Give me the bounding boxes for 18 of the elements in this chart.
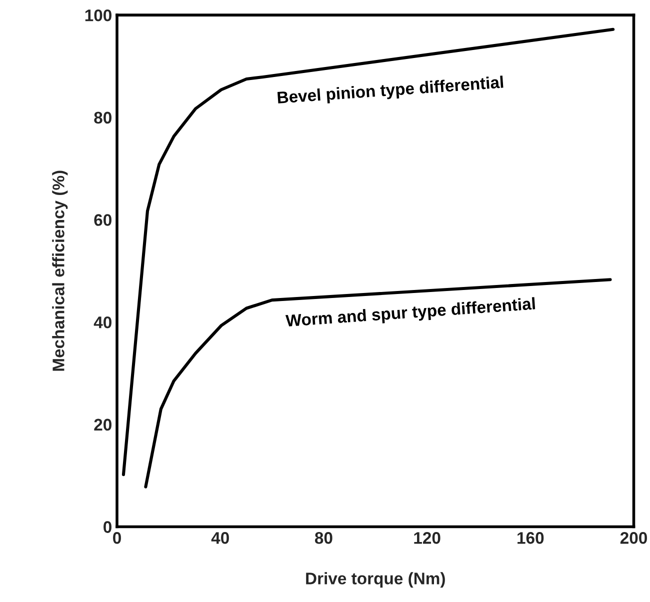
line-series <box>122 28 615 476</box>
y-tick-label: 20 <box>94 418 112 431</box>
x-tick-label: 40 <box>211 532 229 544</box>
y-tick-label: 100 <box>85 9 112 22</box>
line-series <box>144 278 612 488</box>
x-tick-label: 200 <box>620 532 647 544</box>
x-tick-label: 0 <box>113 532 121 544</box>
x-tick-label: 160 <box>518 532 544 544</box>
x-axis-title: Drive torque (Nm) <box>306 572 445 588</box>
series-label: Bevel pinion type differential <box>277 76 504 107</box>
y-tick-label: 60 <box>94 214 112 226</box>
y-tick-label: 40 <box>94 316 112 328</box>
x-tick-label: 80 <box>314 532 332 544</box>
y-axis-title: Mechanical efficiency (%) <box>52 170 68 371</box>
series-label: Worm and spur type differential <box>285 297 536 330</box>
x-tick-label: 120 <box>414 532 440 544</box>
y-tick-label: 0 <box>104 521 112 533</box>
y-tick-label: 80 <box>94 112 112 124</box>
